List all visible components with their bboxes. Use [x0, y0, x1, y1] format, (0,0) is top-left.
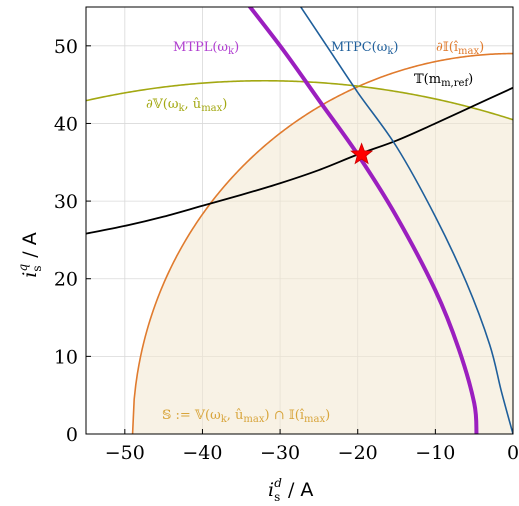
- y-tick-label: 20: [54, 269, 78, 291]
- torque-label: 𝕋(mm,ref): [414, 72, 473, 89]
- mtpc-curve: [299, 7, 513, 434]
- axis-ticks: −50 −40 −30 −20 −10 0 0 10 20 30 40 50: [54, 36, 519, 464]
- y-tick-label: 30: [54, 191, 78, 213]
- y-tick-label: 40: [54, 113, 78, 135]
- x-tick-label: −30: [260, 442, 300, 464]
- y-tick-label: 0: [66, 424, 78, 446]
- plot-frame: [85, 6, 514, 435]
- x-tick-label: 0: [507, 442, 519, 464]
- region-label: 𝕊 := 𝕍(ωk, ûmax) ∩ 𝕀(îmax): [162, 408, 330, 425]
- x-tick-label: −40: [182, 442, 222, 464]
- x-tick-label: −20: [338, 442, 378, 464]
- x-tick-label: −10: [415, 442, 455, 464]
- x-tick-label: −50: [105, 442, 145, 464]
- torque-hyperbola-curve: [86, 86, 513, 235]
- current-limit-label: ∂𝕀(îmax): [436, 40, 484, 57]
- x-axis-label: isd / A: [268, 476, 313, 504]
- voltage-limit-curve: [86, 79, 513, 121]
- feasible-region: [132, 86, 513, 434]
- mtpc-label: MTPC(ωk): [331, 40, 399, 57]
- voltage-limit-label: ∂𝕍(ωk, ûmax): [146, 97, 227, 114]
- mtpl-label: MTPL(ωk): [173, 40, 239, 57]
- y-axis-label: isq / A: [16, 232, 44, 277]
- y-tick-label: 10: [54, 346, 78, 368]
- mtpl-curve: [247, 7, 479, 434]
- operating-point-star: [350, 142, 374, 165]
- y-tick-label: 50: [54, 36, 78, 58]
